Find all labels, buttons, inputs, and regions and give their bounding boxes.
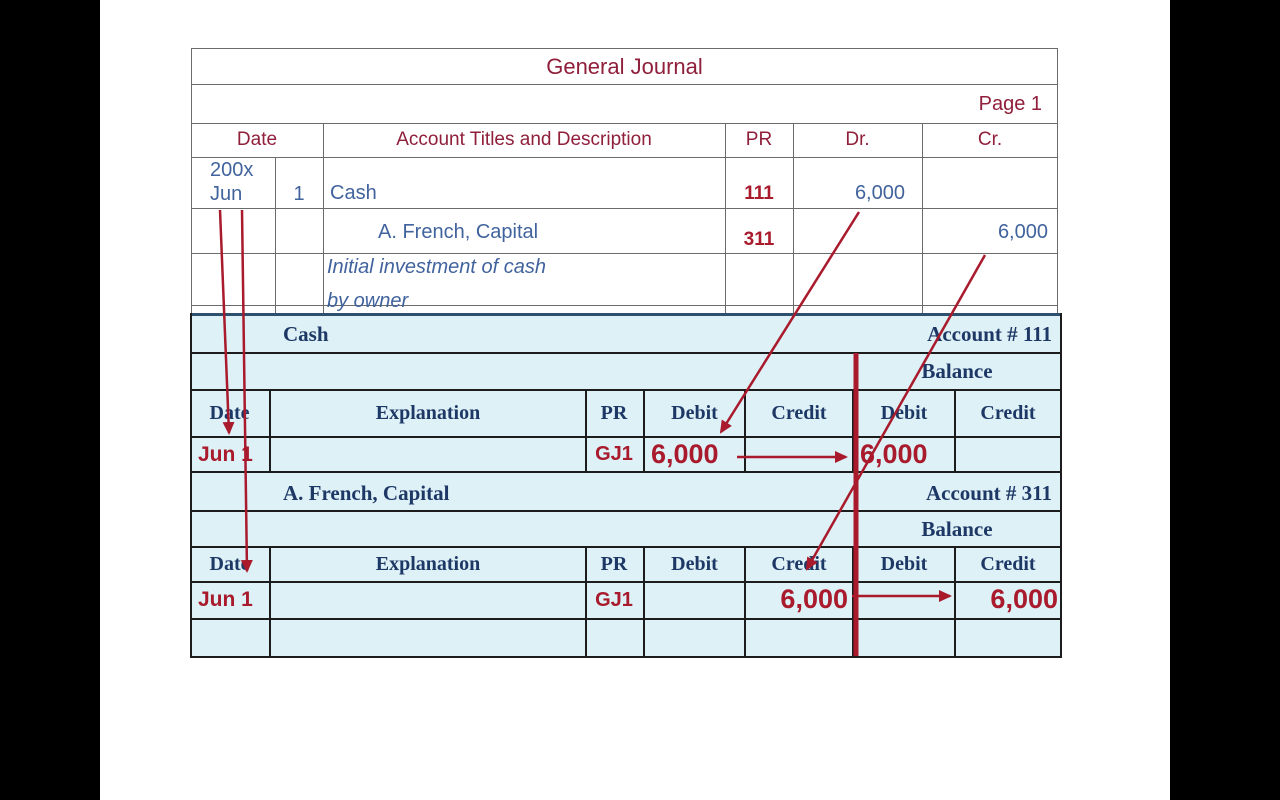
grid-line — [954, 546, 956, 658]
journal-credit-pr: 311 — [743, 229, 775, 250]
journal-credit-amount: 6,000 — [997, 221, 1048, 243]
grid-line — [190, 313, 192, 658]
general-journal-table: General Journal Page 1 Date Account Titl… — [191, 48, 1058, 313]
cash-header-debit: Debit — [671, 402, 718, 424]
grid-line — [190, 313, 1062, 316]
journal-title: General Journal — [546, 54, 703, 79]
grid-line — [269, 389, 271, 473]
cash-entry-balance-debit: 6,000 — [860, 439, 928, 469]
grid-line — [191, 84, 1058, 85]
grid-line — [190, 436, 1062, 438]
journal-entry-month: Jun — [210, 183, 243, 205]
capital-balance-label: Balance — [921, 517, 993, 541]
capital-entry-date: Jun 1 — [198, 588, 253, 611]
grid-line — [191, 157, 1058, 158]
capital-entry-credit: 6,000 — [780, 584, 848, 614]
grid-line — [922, 123, 923, 313]
capital-header-credit: Credit — [771, 553, 827, 575]
cash-header-credit: Credit — [771, 402, 827, 424]
grid-line — [191, 48, 192, 313]
cash-account-number: Account # 111 — [927, 322, 1052, 346]
grid-line — [190, 389, 1062, 391]
grid-line — [269, 546, 271, 658]
cash-header-balance-credit: Credit — [980, 402, 1036, 424]
journal-debit-pr: 111 — [744, 183, 774, 204]
grid-line — [190, 471, 1062, 473]
cash-entry-date: Jun 1 — [198, 443, 253, 466]
grid-line — [323, 123, 324, 313]
cash-entry-debit: 6,000 — [651, 439, 719, 469]
journal-header-date: Date — [236, 129, 278, 150]
journal-header-cr: Cr. — [977, 129, 1003, 150]
grid-line — [191, 305, 1058, 306]
cash-ledger-title: Cash — [283, 322, 329, 346]
journal-debit-account: Cash — [330, 182, 377, 204]
capital-header-explanation: Explanation — [375, 553, 481, 575]
journal-page-label: Page 1 — [978, 93, 1042, 115]
grid-line — [643, 389, 645, 473]
grid-line — [852, 546, 854, 658]
cash-header-explanation: Explanation — [375, 402, 481, 424]
capital-header-pr: PR — [600, 553, 628, 575]
grid-line — [190, 352, 1062, 354]
cash-header-date: Date — [209, 402, 250, 424]
cash-entry-pr: GJ1 — [595, 443, 633, 465]
left-letterbox-bar — [0, 0, 100, 800]
journal-header-description: Account Titles and Description — [396, 129, 652, 150]
capital-header-balance-credit: Credit — [980, 553, 1036, 575]
grid-line — [191, 48, 1058, 49]
capital-ledger-title: A. French, Capital — [283, 481, 450, 505]
capital-header-debit: Debit — [671, 553, 718, 575]
capital-entry-pr: GJ1 — [595, 589, 633, 611]
cash-header-pr: PR — [600, 402, 628, 424]
grid-line — [1060, 313, 1062, 658]
capital-header-balance-debit: Debit — [880, 553, 928, 575]
grid-line — [190, 656, 1062, 658]
grid-line — [191, 253, 1058, 254]
capital-entry-balance-credit: 6,000 — [990, 584, 1058, 614]
grid-line — [190, 618, 1062, 620]
grid-line — [190, 581, 1062, 583]
journal-memo-line2: by owner — [327, 290, 409, 312]
journal-credit-account: A. French, Capital — [378, 221, 539, 243]
ledger-block: Cash Account # 111 Balance Date Explanat… — [190, 313, 1062, 658]
cash-balance-label: Balance — [921, 359, 993, 383]
grid-line — [190, 546, 1062, 548]
grid-line — [744, 546, 746, 658]
journal-entry-day: 1 — [293, 183, 305, 205]
right-letterbox-bar — [1170, 0, 1280, 800]
journal-header-pr: PR — [745, 129, 773, 150]
capital-header-date: Date — [209, 553, 250, 575]
journal-header-dr: Dr. — [845, 129, 870, 150]
journal-debit-amount: 6,000 — [854, 182, 905, 204]
grid-line — [190, 510, 1062, 512]
grid-line — [585, 389, 587, 473]
grid-line — [191, 123, 1058, 124]
grid-line — [643, 546, 645, 658]
grid-line — [191, 208, 1058, 209]
capital-account-number: Account # 311 — [926, 481, 1052, 505]
journal-entry-year: 200x — [210, 159, 254, 181]
grid-line — [275, 157, 276, 313]
grid-line — [1057, 48, 1058, 313]
grid-line — [585, 546, 587, 658]
cash-header-balance-debit: Debit — [880, 402, 928, 424]
journal-memo-line1: Initial investment of cash — [327, 256, 546, 278]
